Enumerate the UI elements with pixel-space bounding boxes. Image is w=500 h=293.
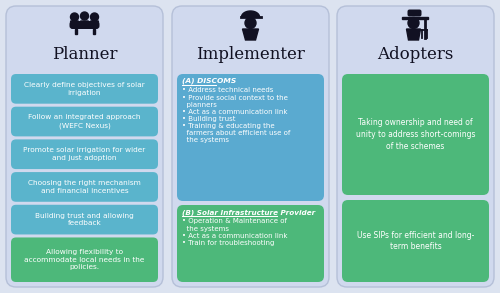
FancyBboxPatch shape [408,9,422,16]
Text: • Act as a communication link: • Act as a communication link [182,233,288,239]
FancyBboxPatch shape [342,200,489,282]
Text: • Training & educating the
  farmers about efficient use of
  the systems: • Training & educating the farmers about… [182,124,290,144]
Bar [402,16,427,19]
Text: Choosing the right mechanism
and financial incentives: Choosing the right mechanism and financi… [28,180,141,194]
Text: Planner: Planner [52,46,117,63]
FancyBboxPatch shape [11,172,158,202]
Text: Use SIPs for efficient and long-
term benefits: Use SIPs for efficient and long- term be… [357,231,474,251]
Text: • Operation & Maintenance of
  the systems: • Operation & Maintenance of the systems [182,219,287,231]
Text: (B) Solar Infrastructure Provider: (B) Solar Infrastructure Provider [182,209,316,216]
FancyBboxPatch shape [11,205,158,234]
FancyBboxPatch shape [172,6,329,287]
Circle shape [90,13,98,21]
FancyBboxPatch shape [6,6,163,287]
FancyBboxPatch shape [342,74,489,195]
Circle shape [70,13,78,21]
Text: • Train for troubleshooting: • Train for troubleshooting [182,240,274,246]
Circle shape [245,18,256,28]
Bar [92,29,94,34]
Text: • Building trust: • Building trust [182,116,236,122]
Polygon shape [90,21,98,26]
Text: Promote solar irrigation for wider
and just adoption: Promote solar irrigation for wider and j… [24,147,146,161]
Polygon shape [242,29,258,40]
Text: Implementer: Implementer [196,46,305,63]
FancyBboxPatch shape [11,237,158,282]
Text: Building trust and allowing
feedback: Building trust and allowing feedback [35,213,134,226]
FancyBboxPatch shape [177,205,324,282]
Text: Clearly define objectives of solar
irrigation: Clearly define objectives of solar irrig… [24,82,145,96]
FancyBboxPatch shape [337,6,494,287]
Text: • Provide social context to the
  planners: • Provide social context to the planners [182,95,288,108]
Text: Allowing flexibility to
accommodate local needs in the
policies.: Allowing flexibility to accommodate loca… [24,249,144,270]
Text: • Act as a communication link: • Act as a communication link [182,109,288,115]
Polygon shape [70,21,78,26]
Circle shape [408,18,419,28]
Circle shape [80,12,88,20]
Text: (A) DISCOMS: (A) DISCOMS [182,78,236,84]
Text: Taking ownership and need of
unity to address short-comings
of the schemes: Taking ownership and need of unity to ad… [356,118,475,151]
FancyBboxPatch shape [177,74,324,201]
FancyBboxPatch shape [11,74,158,104]
Polygon shape [80,21,88,26]
FancyBboxPatch shape [11,107,158,136]
Text: • Address technical needs: • Address technical needs [182,88,274,93]
Bar [74,29,76,34]
Polygon shape [242,11,260,17]
Text: Adopters: Adopters [378,46,454,63]
Text: Follow an integrated approach
(WEFC Nexus): Follow an integrated approach (WEFC Nexu… [28,114,141,129]
FancyBboxPatch shape [70,21,100,29]
FancyBboxPatch shape [11,139,158,169]
Polygon shape [406,29,420,40]
